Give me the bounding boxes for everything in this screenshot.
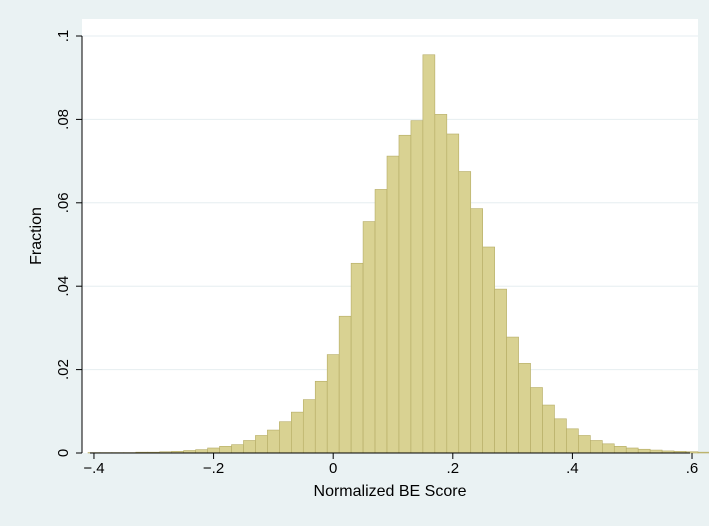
histogram-bar [375, 189, 387, 453]
histogram-bar [578, 435, 590, 453]
histogram-bar [459, 172, 471, 453]
histogram-bar [208, 448, 220, 453]
histogram-bar [602, 444, 614, 453]
histogram-bar [507, 337, 519, 453]
x-tick-label: 0 [329, 460, 337, 477]
histogram-bar [423, 55, 435, 453]
histogram-bar [447, 134, 459, 453]
y-axis-ticks: 0 .02 .04 .06 .08 .1 [55, 30, 82, 457]
histogram-bar [531, 388, 543, 453]
y-tick-label: .02 [55, 359, 72, 380]
histogram-bar [519, 363, 531, 453]
histogram-bar [411, 121, 423, 453]
histogram-bar [291, 412, 303, 453]
x-tick-label: −.4 [83, 460, 104, 477]
histogram-bar [387, 156, 399, 453]
histogram-bar [495, 289, 507, 453]
histogram-bar [554, 419, 566, 453]
histogram-bar [196, 450, 208, 453]
y-tick-label: .1 [55, 30, 72, 43]
histogram-bar [327, 355, 339, 453]
histogram-bar [614, 446, 626, 453]
y-tick-label: 0 [55, 449, 72, 457]
y-axis-label: Fraction [28, 207, 45, 265]
histogram-bar [566, 429, 578, 453]
x-tick-label: .6 [686, 460, 699, 477]
x-tick-label: .2 [447, 460, 460, 477]
histogram-bar [351, 263, 363, 453]
x-tick-label: .4 [566, 460, 579, 477]
histogram-bar [232, 445, 244, 453]
histogram-bar [435, 114, 447, 453]
histogram-bar [243, 440, 255, 453]
histogram-bar [315, 381, 327, 453]
histogram-bar [339, 316, 351, 453]
histogram-bar [399, 135, 411, 453]
x-axis-label: Normalized BE Score [314, 483, 467, 500]
histogram-bar [303, 400, 315, 453]
y-tick-label: .06 [55, 192, 72, 213]
histogram-bar [279, 422, 291, 453]
x-axis-ticks: −.4 −.2 0 .2 .4 .6 [83, 453, 698, 477]
histogram-bar [638, 449, 650, 453]
histogram-bar [590, 440, 602, 453]
histogram-bar [543, 405, 555, 453]
histogram-bar [363, 222, 375, 453]
histogram-bar [255, 435, 267, 453]
histogram-bar [471, 209, 483, 453]
histogram-bar [626, 448, 638, 453]
y-tick-label: .04 [55, 276, 72, 297]
x-tick-label: −.2 [203, 460, 224, 477]
y-tick-label: .08 [55, 109, 72, 130]
histogram-bar [483, 247, 495, 453]
histogram-bar [267, 430, 279, 453]
histogram-bar [698, 452, 709, 453]
histogram-bar [220, 446, 232, 453]
